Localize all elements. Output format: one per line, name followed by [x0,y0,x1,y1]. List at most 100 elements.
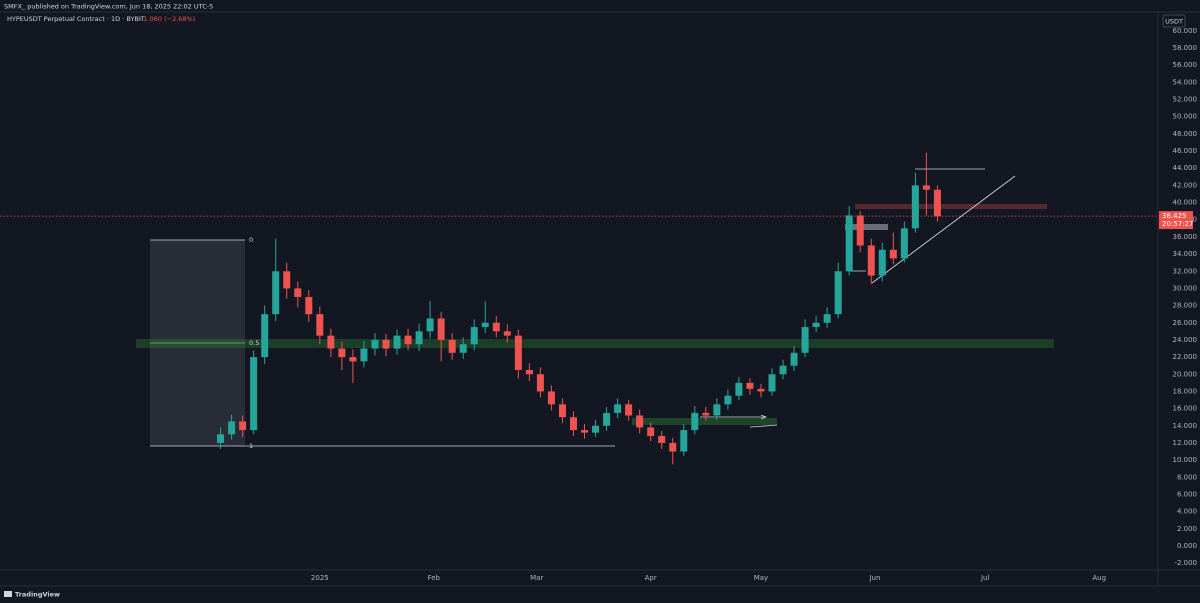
last-price-label: 38.425 [1162,212,1187,220]
candle-body [239,421,247,431]
last-price-box [1159,211,1193,230]
candle-body [371,339,379,349]
candle-body [680,430,688,452]
y-tick-label: 32.000 [1173,267,1198,275]
countdown: 20:57:27 [1162,220,1193,228]
candle-body [779,365,787,375]
y-tick-label: 42.000 [1173,181,1198,189]
y-tick-label: 54.000 [1173,78,1198,86]
y-tick-label: 30.000 [1173,284,1198,292]
arrow [749,424,778,428]
candle-body [768,374,776,392]
x-tick-label: Aug [1092,574,1106,582]
y-tick-label: 52.000 [1173,96,1198,104]
candle-body [338,348,346,358]
candle-body [547,391,555,405]
y-tick-label: 4.000 [1177,508,1197,516]
candle-body [228,421,236,435]
candle-body [327,335,335,349]
fib-label: 1 [249,442,253,450]
candle-body [492,322,500,332]
change-label: −1.060 (−2.68%) [138,15,195,23]
candle-body [470,327,478,345]
candle-body [294,288,302,298]
logo-text: TradingView [15,591,60,599]
y-tick-label: 16.000 [1173,405,1198,413]
y-tick-label: 56.000 [1173,61,1198,69]
candle-body [636,415,644,428]
candle-body [757,388,765,392]
candle-body [459,344,467,353]
candle-body [217,434,225,443]
publisher: SMFX_ published on TradingView.com, Jun … [4,3,213,11]
candle-body [625,404,633,416]
candle-body [448,339,456,353]
candle-body [801,327,809,353]
candle-body [558,404,566,418]
y-tick-label: 24.000 [1173,336,1198,344]
y-tick-label: 34.000 [1173,250,1198,258]
y-tick-label: 14.000 [1173,422,1198,430]
candle-body [525,369,533,375]
candle-body [790,352,798,366]
candle-body [702,412,710,416]
candle-body [856,215,864,246]
y-tick-label: 40.000 [1173,199,1198,207]
candle-body [592,425,600,433]
candle-body [415,331,423,345]
y-tick-label: 50.000 [1173,113,1198,121]
candle-body [812,322,820,328]
candle-body [426,318,434,332]
candle-body [834,271,842,315]
y-tick-label: 0.000 [1177,542,1197,550]
candle-body [581,430,589,433]
candle-body [360,348,368,362]
x-tick-label: May [754,574,768,582]
y-tick-label: 48.000 [1173,130,1198,138]
y-tick-label: 28.000 [1173,302,1198,310]
x-tick-label: Apr [645,574,657,582]
candle-body [911,185,919,229]
x-tick-label: Jun [868,574,880,582]
resistance-zone [855,204,1047,209]
y-tick-label: 10.000 [1173,456,1198,464]
candle-body [845,215,853,272]
candle-body [481,322,489,328]
candle-body [658,436,666,443]
y-tick-label: 2.000 [1177,525,1197,533]
fib-label: 0.5 [249,339,259,347]
candle-body [823,314,831,323]
candle-body [889,249,897,259]
x-tick-label: Mar [530,574,543,582]
candle-body [349,357,357,362]
candle-body [261,314,269,358]
candle-body [437,318,445,340]
candle-body [900,228,908,259]
gray-zone [845,224,888,230]
candle-body [404,335,412,345]
candle-body [603,412,611,426]
y-tick-label: 12.000 [1173,439,1198,447]
candle-body [878,249,886,276]
y-tick-label: 22.000 [1173,353,1198,361]
candle-body [250,357,258,431]
candle-body [933,189,941,217]
y-tick-label: 46.000 [1173,147,1198,155]
candle-body [503,331,511,336]
candle-body [713,404,721,416]
candle-body [272,271,280,315]
arrow-head [760,414,768,420]
support-zone [136,339,1054,348]
candle-body [305,297,313,315]
candle-body [735,382,743,396]
y-tick-label: 44.000 [1173,164,1198,172]
symbol-title: HYPEUSDT Perpetual Contract · 1D · BYBIT [7,15,145,23]
logo: TradingView [4,591,60,599]
trend-line [871,175,1016,284]
candle-body [382,339,390,349]
candle-body [614,404,622,413]
y-tick-label: 58.000 [1173,44,1198,52]
